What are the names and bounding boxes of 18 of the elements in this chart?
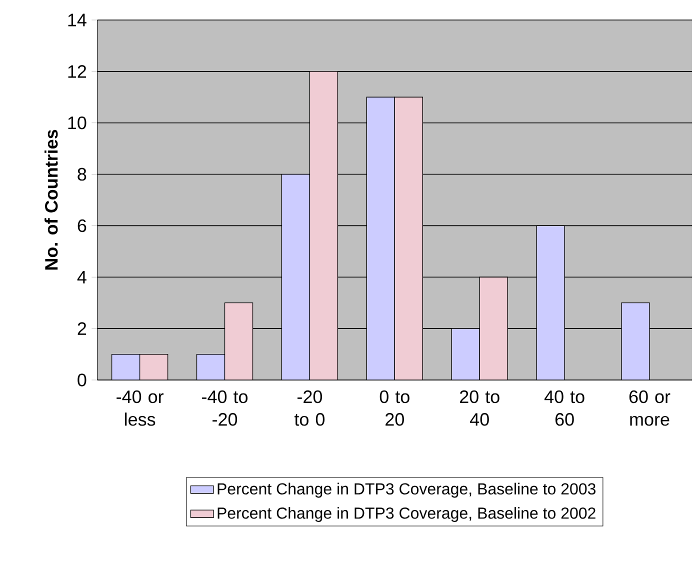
y-tick-label: 10 <box>68 116 86 130</box>
x-tick-label: 20 to 40 <box>460 390 500 426</box>
x-tick-label: -20 to 0 <box>294 390 325 426</box>
x-tick-label: 60 or more <box>629 390 670 426</box>
y-tick-label: 12 <box>68 65 86 78</box>
x-tick-label: -40 to -20 <box>202 390 248 426</box>
y-tick-label: 2 <box>78 322 86 335</box>
y-tick-label: 14 <box>68 14 86 26</box>
x-tick-label: 40 to 60 <box>544 390 584 426</box>
x-tick-label: -40 or less <box>116 390 164 426</box>
y-tick-label: 0 <box>78 374 86 386</box>
legend-label: Percent Change in DTP3 Coverage, Baseline to 2003 <box>218 482 596 498</box>
x-tick-label: 0 to 20 <box>380 390 410 426</box>
legend-label: Percent Change in DTP3 Coverage, Baseline to 2002 <box>218 507 596 522</box>
y-tick-label: 4 <box>77 270 86 284</box>
y-tick-label: 8 <box>78 168 86 181</box>
y-axis-title: No. of Countries <box>44 130 58 270</box>
y-tick-label: 6 <box>78 219 86 232</box>
